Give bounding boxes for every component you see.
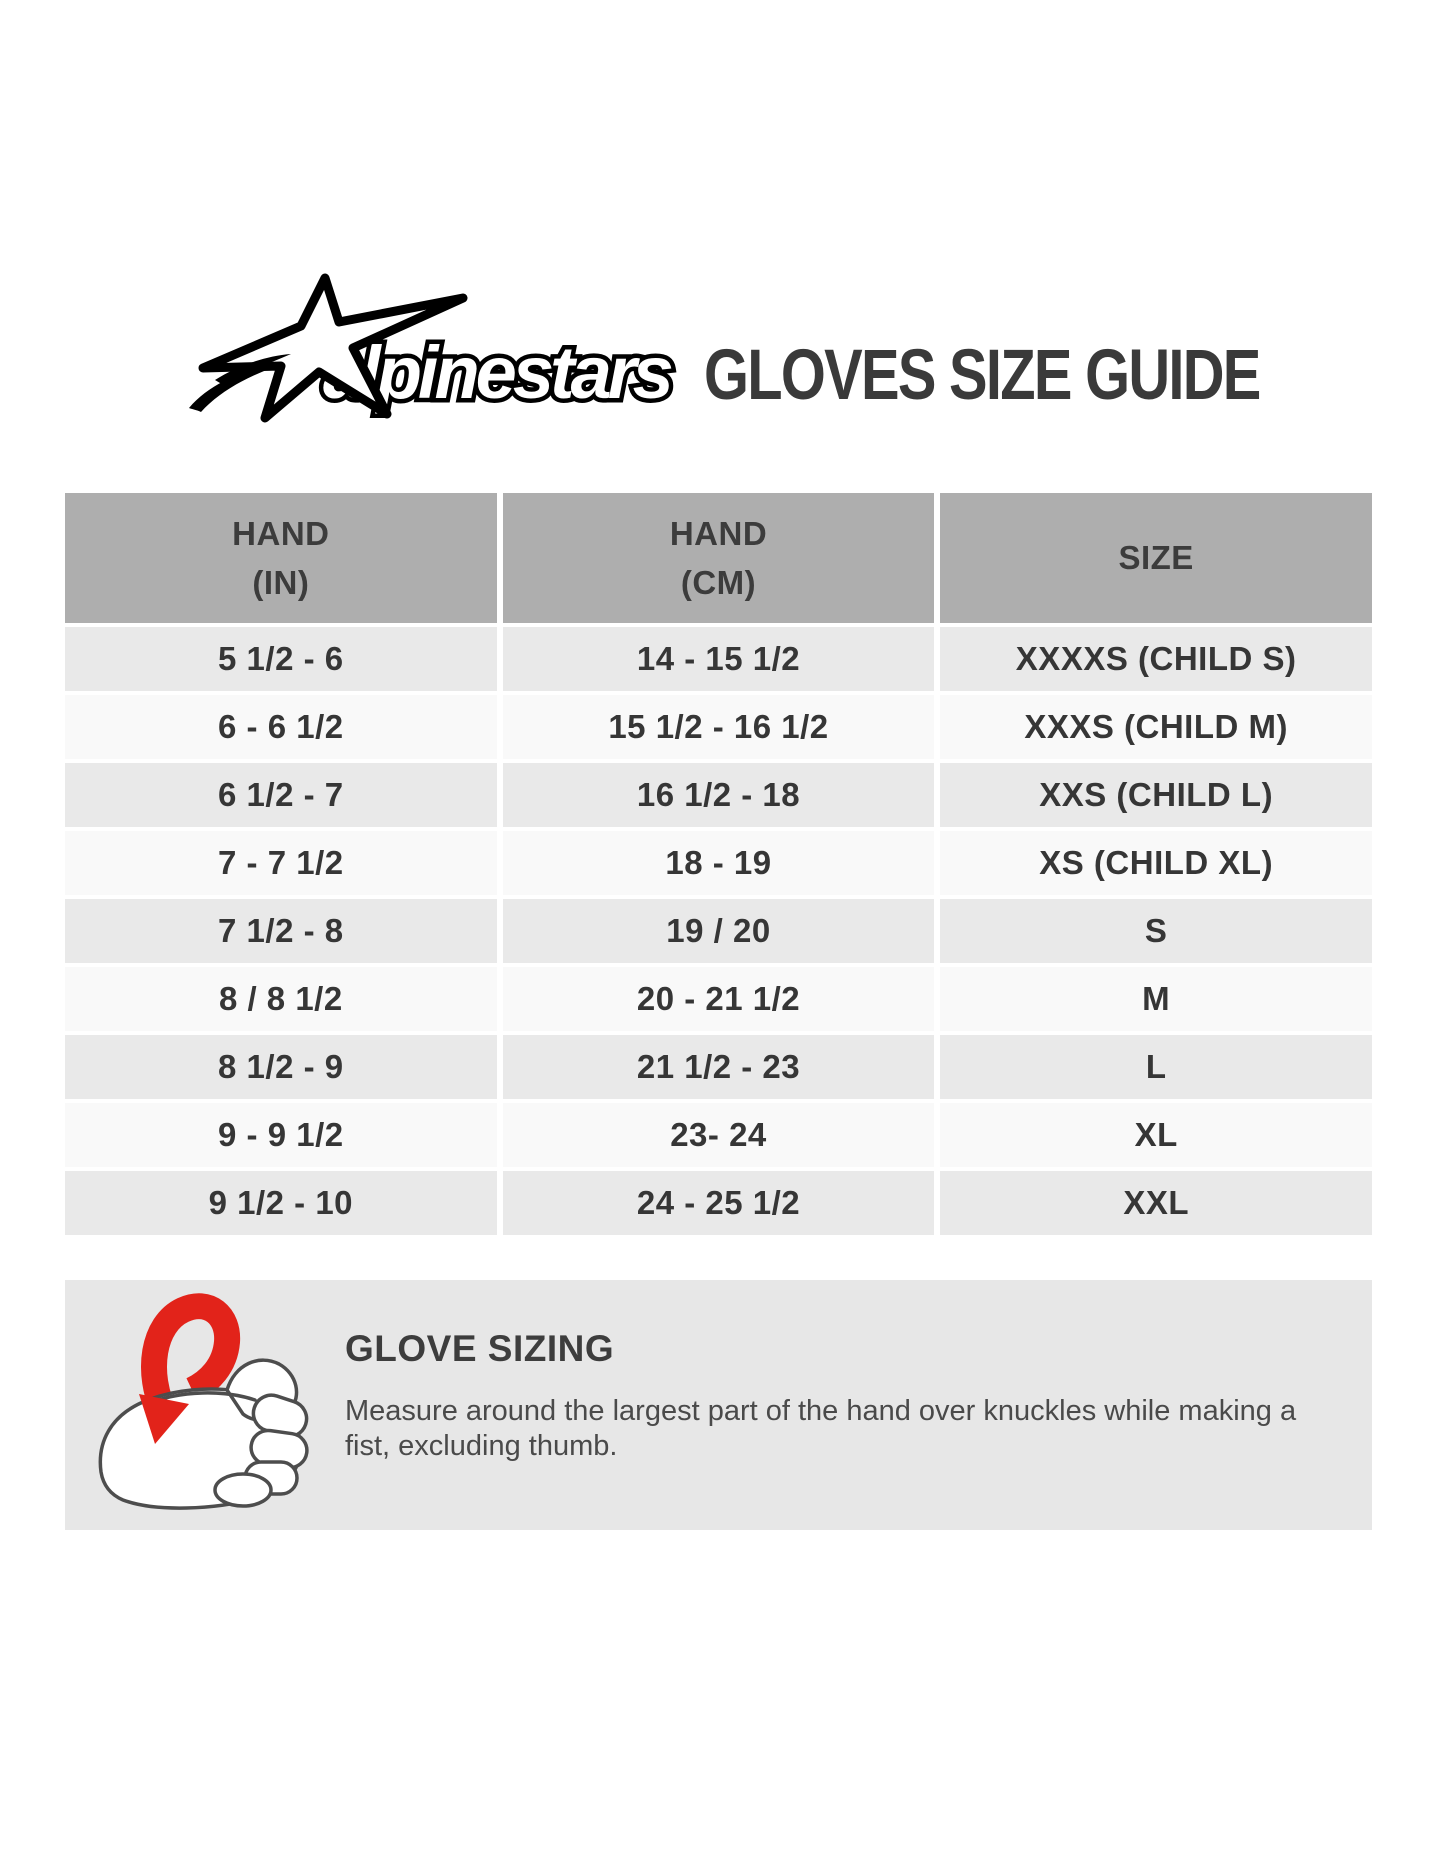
hand-in-cell: 7 1/2 - 8 xyxy=(65,899,497,963)
size-cell: XL xyxy=(940,1103,1372,1167)
size-cell: M xyxy=(940,967,1372,1031)
hand-in-cell: 8 1/2 - 9 xyxy=(65,1035,497,1099)
hand-in-cell: 8 / 8 1/2 xyxy=(65,967,497,1031)
hand-cm-cell: 16 1/2 - 18 xyxy=(502,763,935,827)
size-cell: S xyxy=(940,899,1372,963)
column-header-size: SIZE xyxy=(940,493,1372,623)
alpinestars-logo: alpinestars xyxy=(189,273,680,423)
header-row: alpinestars GLOVES SIZE GUIDE xyxy=(175,272,1358,432)
hand-cm-cell: 15 1/2 - 16 1/2 xyxy=(502,695,935,759)
hand-in-cell: 7 - 7 1/2 xyxy=(65,831,497,895)
hand-cm-cell: 23- 24 xyxy=(502,1103,935,1167)
hand-cm-cell: 21 1/2 - 23 xyxy=(502,1035,935,1099)
column-header-hand-cm: HAND (CM) xyxy=(502,493,935,623)
column-header-line: (CM) xyxy=(680,564,757,601)
hand-cm-cell: 20 - 21 1/2 xyxy=(502,967,935,1031)
hand-cm-cell: 14 - 15 1/2 xyxy=(502,627,935,691)
logo-star-icon xyxy=(189,273,468,423)
hand-cm-cell: 18 - 19 xyxy=(502,831,935,895)
hand-cm-cell: 24 - 25 1/2 xyxy=(502,1171,935,1235)
size-cell: XXL xyxy=(940,1171,1372,1235)
hand-in-cell: 9 - 9 1/2 xyxy=(65,1103,497,1167)
column-header-line: HAND xyxy=(232,514,330,552)
hand-in-cell: 5 1/2 - 6 xyxy=(65,627,497,691)
size-cell: XXS (CHILD L) xyxy=(940,763,1372,827)
column-header-line: (IN) xyxy=(252,564,310,601)
size-cell: XXXXS (CHILD S) xyxy=(940,627,1372,691)
column-header-line: SIZE xyxy=(1118,539,1194,577)
size-cell: XXXS (CHILD M) xyxy=(940,695,1372,759)
glove-sizing-text-block: GLOVE SIZING Measure around the largest … xyxy=(345,1328,1355,1465)
size-cell: XS (CHILD XL) xyxy=(940,831,1372,895)
hand-cm-cell: 19 / 20 xyxy=(502,899,935,963)
glove-sizing-heading: GLOVE SIZING xyxy=(345,1328,615,1369)
size-table: HAND (IN) HAND (CM) SIZE 5 1/2 - 6 14 - … xyxy=(65,493,1372,1235)
size-cell: L xyxy=(940,1035,1372,1099)
hand-in-cell: 6 - 6 1/2 xyxy=(65,695,497,759)
fist-measure-icon xyxy=(98,1293,309,1510)
page-title: GLOVES SIZE GUIDE xyxy=(704,335,1261,415)
glove-sizing-note-box: GLOVE SIZING Measure around the largest … xyxy=(65,1280,1372,1530)
column-header-line: HAND xyxy=(669,514,768,552)
column-header-hand-in: HAND (IN) xyxy=(65,493,497,623)
hand-in-cell: 6 1/2 - 7 xyxy=(65,763,497,827)
hand-in-cell: 9 1/2 - 10 xyxy=(65,1171,497,1235)
glove-sizing-body: Measure around the largest part of the h… xyxy=(345,1395,1297,1463)
